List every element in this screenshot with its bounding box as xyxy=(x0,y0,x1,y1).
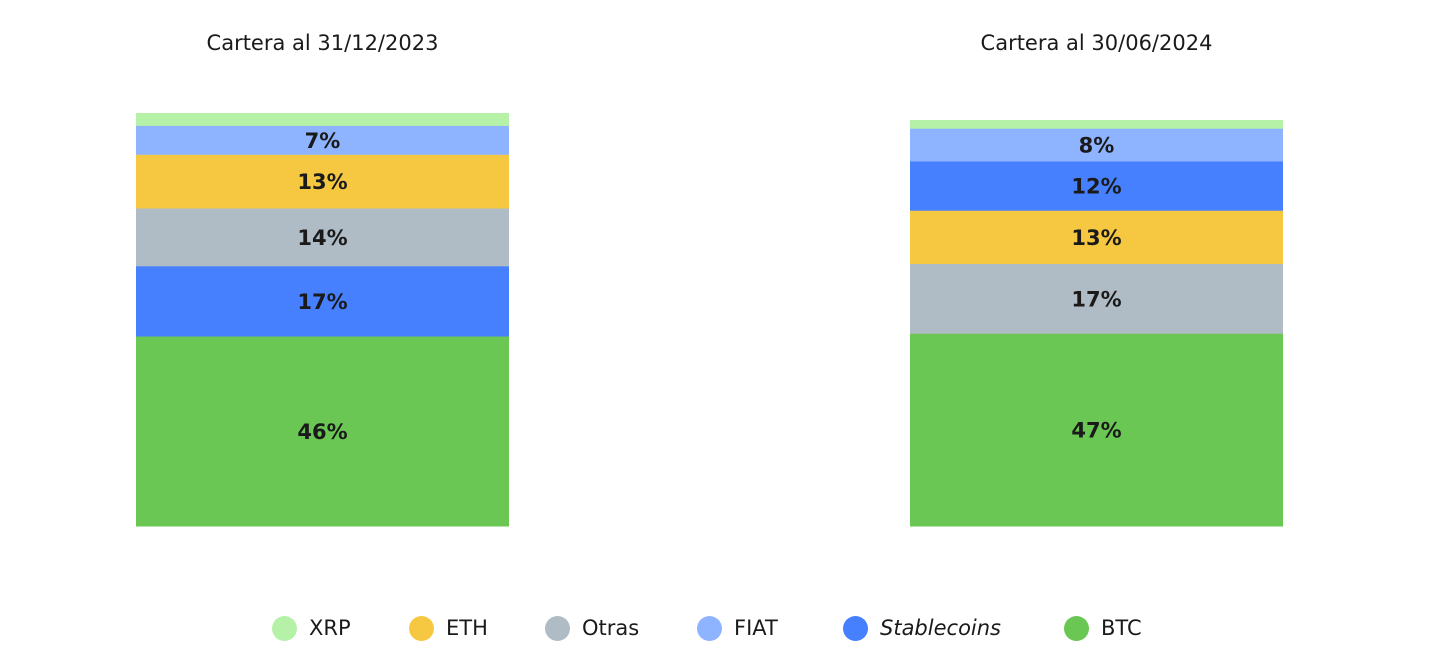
bar-segment-otras xyxy=(136,207,509,267)
data-label-btc: 46% xyxy=(297,420,347,444)
legend-label-otras: Otras xyxy=(582,616,640,640)
data-label-otras: 17% xyxy=(1071,287,1121,311)
legend-swatch-xrp xyxy=(272,615,297,641)
legend-item-fiat: FIAT xyxy=(697,608,778,648)
legend-label-fiat: FIAT xyxy=(734,616,778,640)
data-label-fiat: 8% xyxy=(1079,134,1115,158)
legend-item-xrp: XRP xyxy=(272,608,351,648)
legend-swatch-stablecoins xyxy=(843,615,868,641)
bar-segment-btc xyxy=(136,336,509,527)
bar-segment-btc xyxy=(910,333,1283,527)
chart-1: Cartera al 31/12/2023 46% 17% 14% 13% 7% xyxy=(136,31,509,527)
legend-swatch-fiat xyxy=(697,615,722,641)
legend-label-xrp: XRP xyxy=(309,616,351,640)
legend-label-btc: BTC xyxy=(1101,616,1142,640)
bar-segment-eth xyxy=(136,154,509,209)
bar-segment-stablecoins xyxy=(136,265,509,337)
data-label-fiat: 7% xyxy=(305,129,341,153)
stacked-bar-charts: Cartera al 31/12/202346%17%14%13%7%Carte… xyxy=(136,31,1283,527)
bar-segment-eth xyxy=(910,210,1283,265)
bar-segment-stablecoins xyxy=(910,161,1283,211)
data-label-otras: 14% xyxy=(297,226,347,250)
bar-segment-xrp xyxy=(910,120,1283,129)
legend-swatch-otras xyxy=(545,615,570,641)
legend-item-eth: ETH xyxy=(409,608,488,648)
bar-segment-fiat xyxy=(910,128,1283,162)
data-label-stablecoins: 17% xyxy=(297,290,347,314)
legend-item-btc: BTC xyxy=(1064,608,1142,648)
data-label-stablecoins: 12% xyxy=(1071,175,1121,199)
data-label-eth: 13% xyxy=(1071,226,1121,250)
bar-segment-fiat xyxy=(136,125,509,155)
bar-segment-otras xyxy=(910,263,1283,334)
legend-item-stablecoins: Stablecoins xyxy=(843,608,1001,648)
chart-title: Cartera al 31/12/2023 xyxy=(207,31,439,55)
legend-label-stablecoins: Stablecoins xyxy=(880,616,1001,640)
legend-label-eth: ETH xyxy=(446,616,488,640)
chart-title: Cartera al 30/06/2024 xyxy=(981,31,1213,55)
chart-2: Cartera al 30/06/2024 47% 17% 13% 12% 8% xyxy=(910,31,1283,527)
legend-swatch-eth xyxy=(409,615,434,641)
chart-legend: XRP ETH Otras FIAT Stablecoins BTC xyxy=(0,608,1454,648)
legend-item-otras: Otras xyxy=(545,608,639,648)
data-label-btc: 47% xyxy=(1071,419,1121,443)
bar-segment-xrp xyxy=(136,113,509,126)
data-label-eth: 13% xyxy=(297,170,347,194)
legend-swatch-btc xyxy=(1064,615,1089,641)
